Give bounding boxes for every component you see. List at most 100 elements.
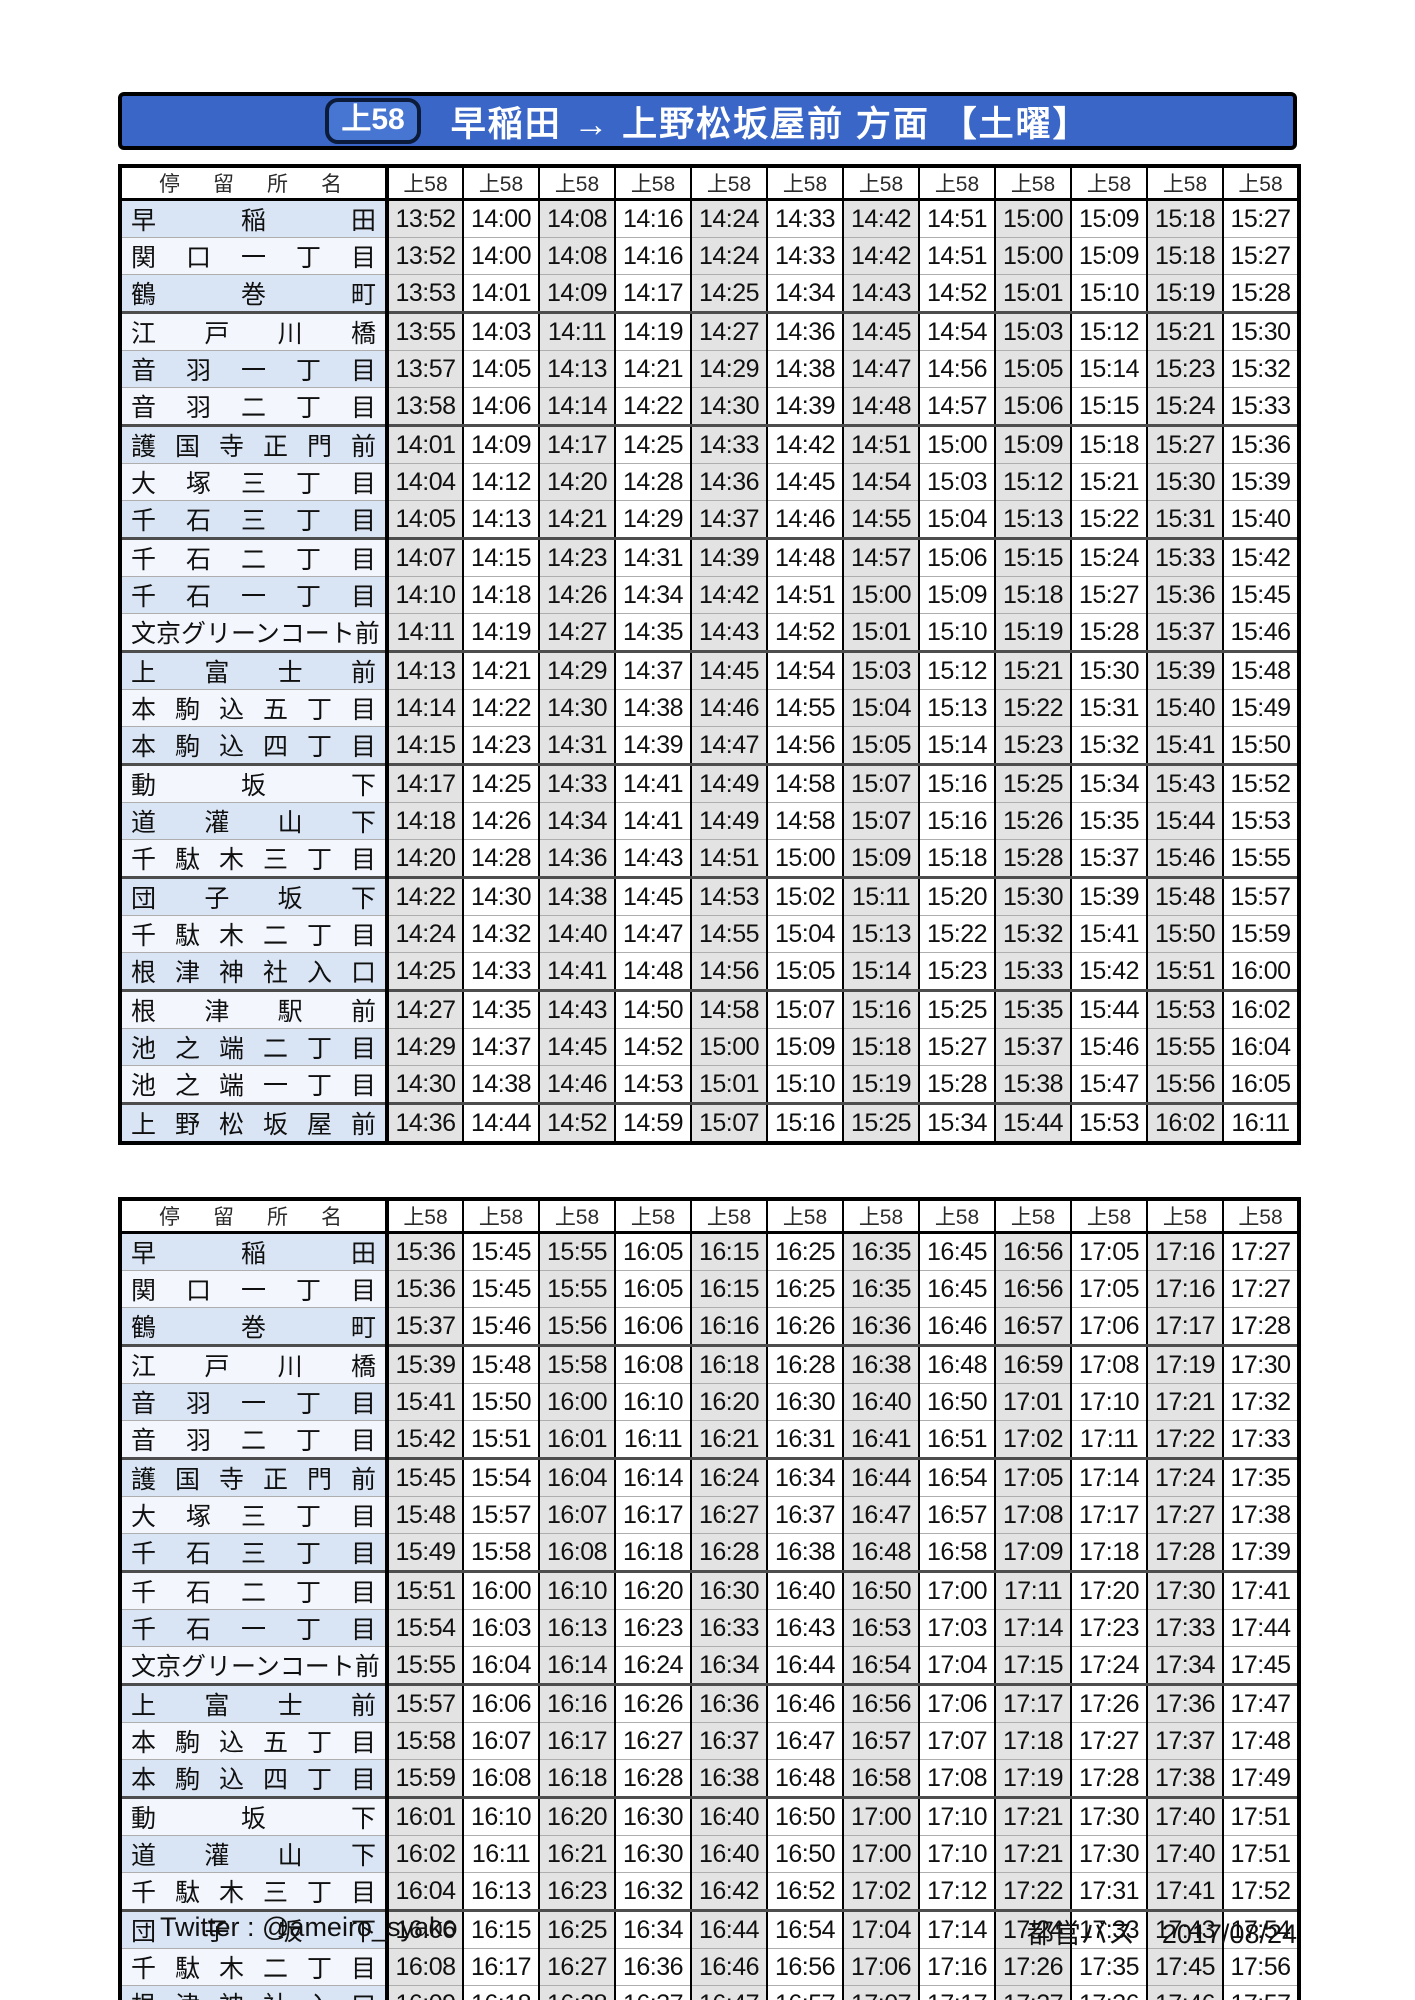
departure-time-cell: 15:18 — [1146, 199, 1223, 238]
departure-time-cell: 14:22 — [614, 387, 691, 426]
departure-time-cell: 17:17 — [1146, 1307, 1223, 1346]
departure-time-cell: 15:00 — [842, 576, 919, 614]
departure-time-cell: 14:27 — [690, 311, 767, 351]
departure-time-cell: 17:21 — [1146, 1383, 1223, 1421]
departure-time-cell: 15:13 — [842, 915, 919, 953]
departure-time-cell: 17:35 — [1222, 1457, 1299, 1497]
route-number-column-header: 上58 — [842, 166, 919, 201]
stop-name-cell: 千石一丁目 — [120, 1609, 387, 1647]
departure-time-cell: 16:52 — [766, 1872, 843, 1911]
stop-name-cell: 池之端一丁目 — [120, 1065, 387, 1104]
departure-time-cell: 16:32 — [614, 1872, 691, 1911]
stop-name-cell: 江戸川橋 — [120, 311, 387, 351]
departure-time-cell: 14:34 — [766, 274, 843, 313]
stop-name-cell: 団子坂下 — [120, 1909, 387, 1949]
departure-time-cell: 14:13 — [385, 650, 463, 690]
departure-time-cell: 16:21 — [538, 1835, 615, 1873]
departure-time-cell: 15:55 — [538, 1232, 615, 1271]
departure-time-cell: 16:23 — [538, 1872, 615, 1911]
departure-time-cell: 17:08 — [1070, 1344, 1147, 1384]
departure-time-cell: 14:43 — [614, 839, 691, 878]
departure-time-cell: 16:30 — [614, 1796, 691, 1836]
stop-name-cell: 千石三丁目 — [120, 500, 387, 539]
departure-time-cell: 15:31 — [1070, 689, 1147, 727]
departure-time-cell: 15:05 — [994, 350, 1071, 388]
departure-time-cell: 15:12 — [1070, 311, 1147, 351]
departure-time-cell: 15:18 — [1070, 424, 1147, 464]
timetable-row: 根津駅前 14:27 14:35 14:43 14:50 14:58 15:07 15:16 1… — [120, 989, 1299, 1029]
departure-time-cell: 16:34 — [690, 1646, 767, 1685]
departure-time-cell: 13:55 — [385, 311, 463, 351]
departure-time-cell: 15:09 — [918, 576, 995, 614]
stop-name-column-header: 停 留 所 名 — [120, 166, 387, 201]
departure-time-cell: 16:28 — [690, 1533, 767, 1572]
timetable-row: 千石二丁目 14:07 14:15 14:23 14:31 14:39 14:48 14:57… — [120, 537, 1299, 577]
departure-time-cell: 14:51 — [690, 839, 767, 878]
timetable-row: 護国寺正門前 14:01 14:09 14:17 14:25 14:33 14:42 14:5… — [120, 424, 1299, 464]
departure-time-cell: 15:37 — [385, 1307, 463, 1346]
timetable-row: 江戸川橋 13:55 14:03 14:11 14:19 14:27 14:36 14:45 1… — [120, 311, 1299, 351]
departure-time-cell: 15:09 — [842, 839, 919, 878]
stop-name-cell: 池之端二丁目 — [120, 1028, 387, 1066]
departure-time-cell: 16:48 — [766, 1759, 843, 1798]
timetable-row: 大塚三丁目 14:04 14:12 14:20 14:28 14:36 14:45 14:54… — [120, 463, 1299, 501]
departure-time-cell: 14:13 — [462, 500, 539, 539]
column-header-row: 停 留 所 名上58 上58 上58 上58 上58 上58 上58 上58 上58 上58 上58… — [120, 1199, 1299, 1234]
departure-time-cell: 15:30 — [1146, 463, 1223, 501]
departure-time-cell: 14:09 — [462, 424, 539, 464]
departure-time-cell: 16:04 — [538, 1457, 615, 1497]
departure-time-cell: 17:22 — [1146, 1420, 1223, 1459]
departure-time-cell: 14:57 — [842, 537, 919, 577]
departure-time-cell: 16:04 — [385, 1872, 463, 1911]
departure-time-cell: 16:05 — [1222, 1065, 1299, 1104]
departure-time-cell: 14:39 — [690, 537, 767, 577]
departure-time-cell: 15:39 — [1070, 876, 1147, 916]
departure-time-cell: 14:45 — [538, 1028, 615, 1066]
departure-time-cell: 17:27 — [1222, 1270, 1299, 1308]
departure-time-cell: 14:42 — [690, 576, 767, 614]
timetable-row: 千石三丁目 14:05 14:13 14:21 14:29 14:37 14:46 14:55… — [120, 500, 1299, 539]
departure-time-cell: 17:22 — [994, 1872, 1071, 1911]
departure-time-cell: 15:04 — [842, 689, 919, 727]
departure-time-cell: 16:10 — [614, 1383, 691, 1421]
route-number-column-header: 上58 — [385, 166, 463, 201]
stop-name-cell: 千駄木三丁目 — [120, 1872, 387, 1911]
departure-time-cell: 16:08 — [614, 1344, 691, 1384]
departure-time-cell: 13:58 — [385, 387, 463, 426]
departure-time-cell: 16:40 — [766, 1570, 843, 1610]
timetable-row: 本駒込五丁目 15:58 16:07 16:17 16:27 16:37 16:47 16:5… — [120, 1722, 1299, 1760]
timetable-row: 千石二丁目 15:51 16:00 16:10 16:20 16:30 16:40 16:50… — [120, 1570, 1299, 1610]
departure-time-cell: 16:17 — [538, 1722, 615, 1760]
departure-time-cell: 15:57 — [462, 1496, 539, 1534]
departure-time-cell: 14:47 — [842, 350, 919, 388]
departure-time-cell: 15:07 — [842, 802, 919, 840]
departure-time-cell: 16:18 — [462, 1985, 539, 2000]
departure-time-cell: 15:38 — [994, 1065, 1071, 1104]
departure-time-cell: 16:16 — [538, 1683, 615, 1723]
departure-time-cell: 14:27 — [385, 989, 463, 1029]
departure-time-cell: 16:02 — [1222, 989, 1299, 1029]
stop-name-cell: 上野松坂屋前 — [120, 1102, 387, 1143]
departure-time-cell: 16:07 — [538, 1496, 615, 1534]
departure-time-cell: 17:39 — [1222, 1533, 1299, 1572]
departure-time-cell: 16:57 — [842, 1722, 919, 1760]
departure-time-cell: 15:51 — [385, 1570, 463, 1610]
departure-time-cell: 14:33 — [538, 763, 615, 803]
departure-time-cell: 16:51 — [918, 1420, 995, 1459]
departure-time-cell: 16:46 — [690, 1948, 767, 1986]
departure-time-cell: 15:15 — [1070, 387, 1147, 426]
departure-time-cell: 15:00 — [994, 237, 1071, 275]
stop-name-cell: 動坂下 — [120, 1796, 387, 1836]
departure-time-cell: 16:54 — [842, 1646, 919, 1685]
departure-time-cell: 15:00 — [994, 199, 1071, 238]
departure-time-cell: 16:38 — [690, 1759, 767, 1798]
departure-time-cell: 17:09 — [994, 1533, 1071, 1572]
timetable-row: 千駄木三丁目 16:04 16:13 16:23 16:32 16:42 16:52 17:0… — [120, 1872, 1299, 1911]
departure-time-cell: 16:34 — [614, 1909, 691, 1949]
departure-time-cell: 16:30 — [614, 1835, 691, 1873]
departure-time-cell: 15:23 — [1146, 350, 1223, 388]
departure-time-cell: 17:26 — [1070, 1683, 1147, 1723]
stop-name-cell: 千石二丁目 — [120, 537, 387, 577]
departure-time-cell: 17:27 — [1070, 1722, 1147, 1760]
departure-time-cell: 16:46 — [766, 1683, 843, 1723]
